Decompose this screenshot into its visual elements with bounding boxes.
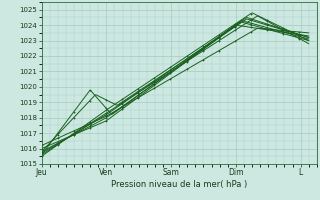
X-axis label: Pression niveau de la mer( hPa ): Pression niveau de la mer( hPa ) xyxy=(111,180,247,189)
